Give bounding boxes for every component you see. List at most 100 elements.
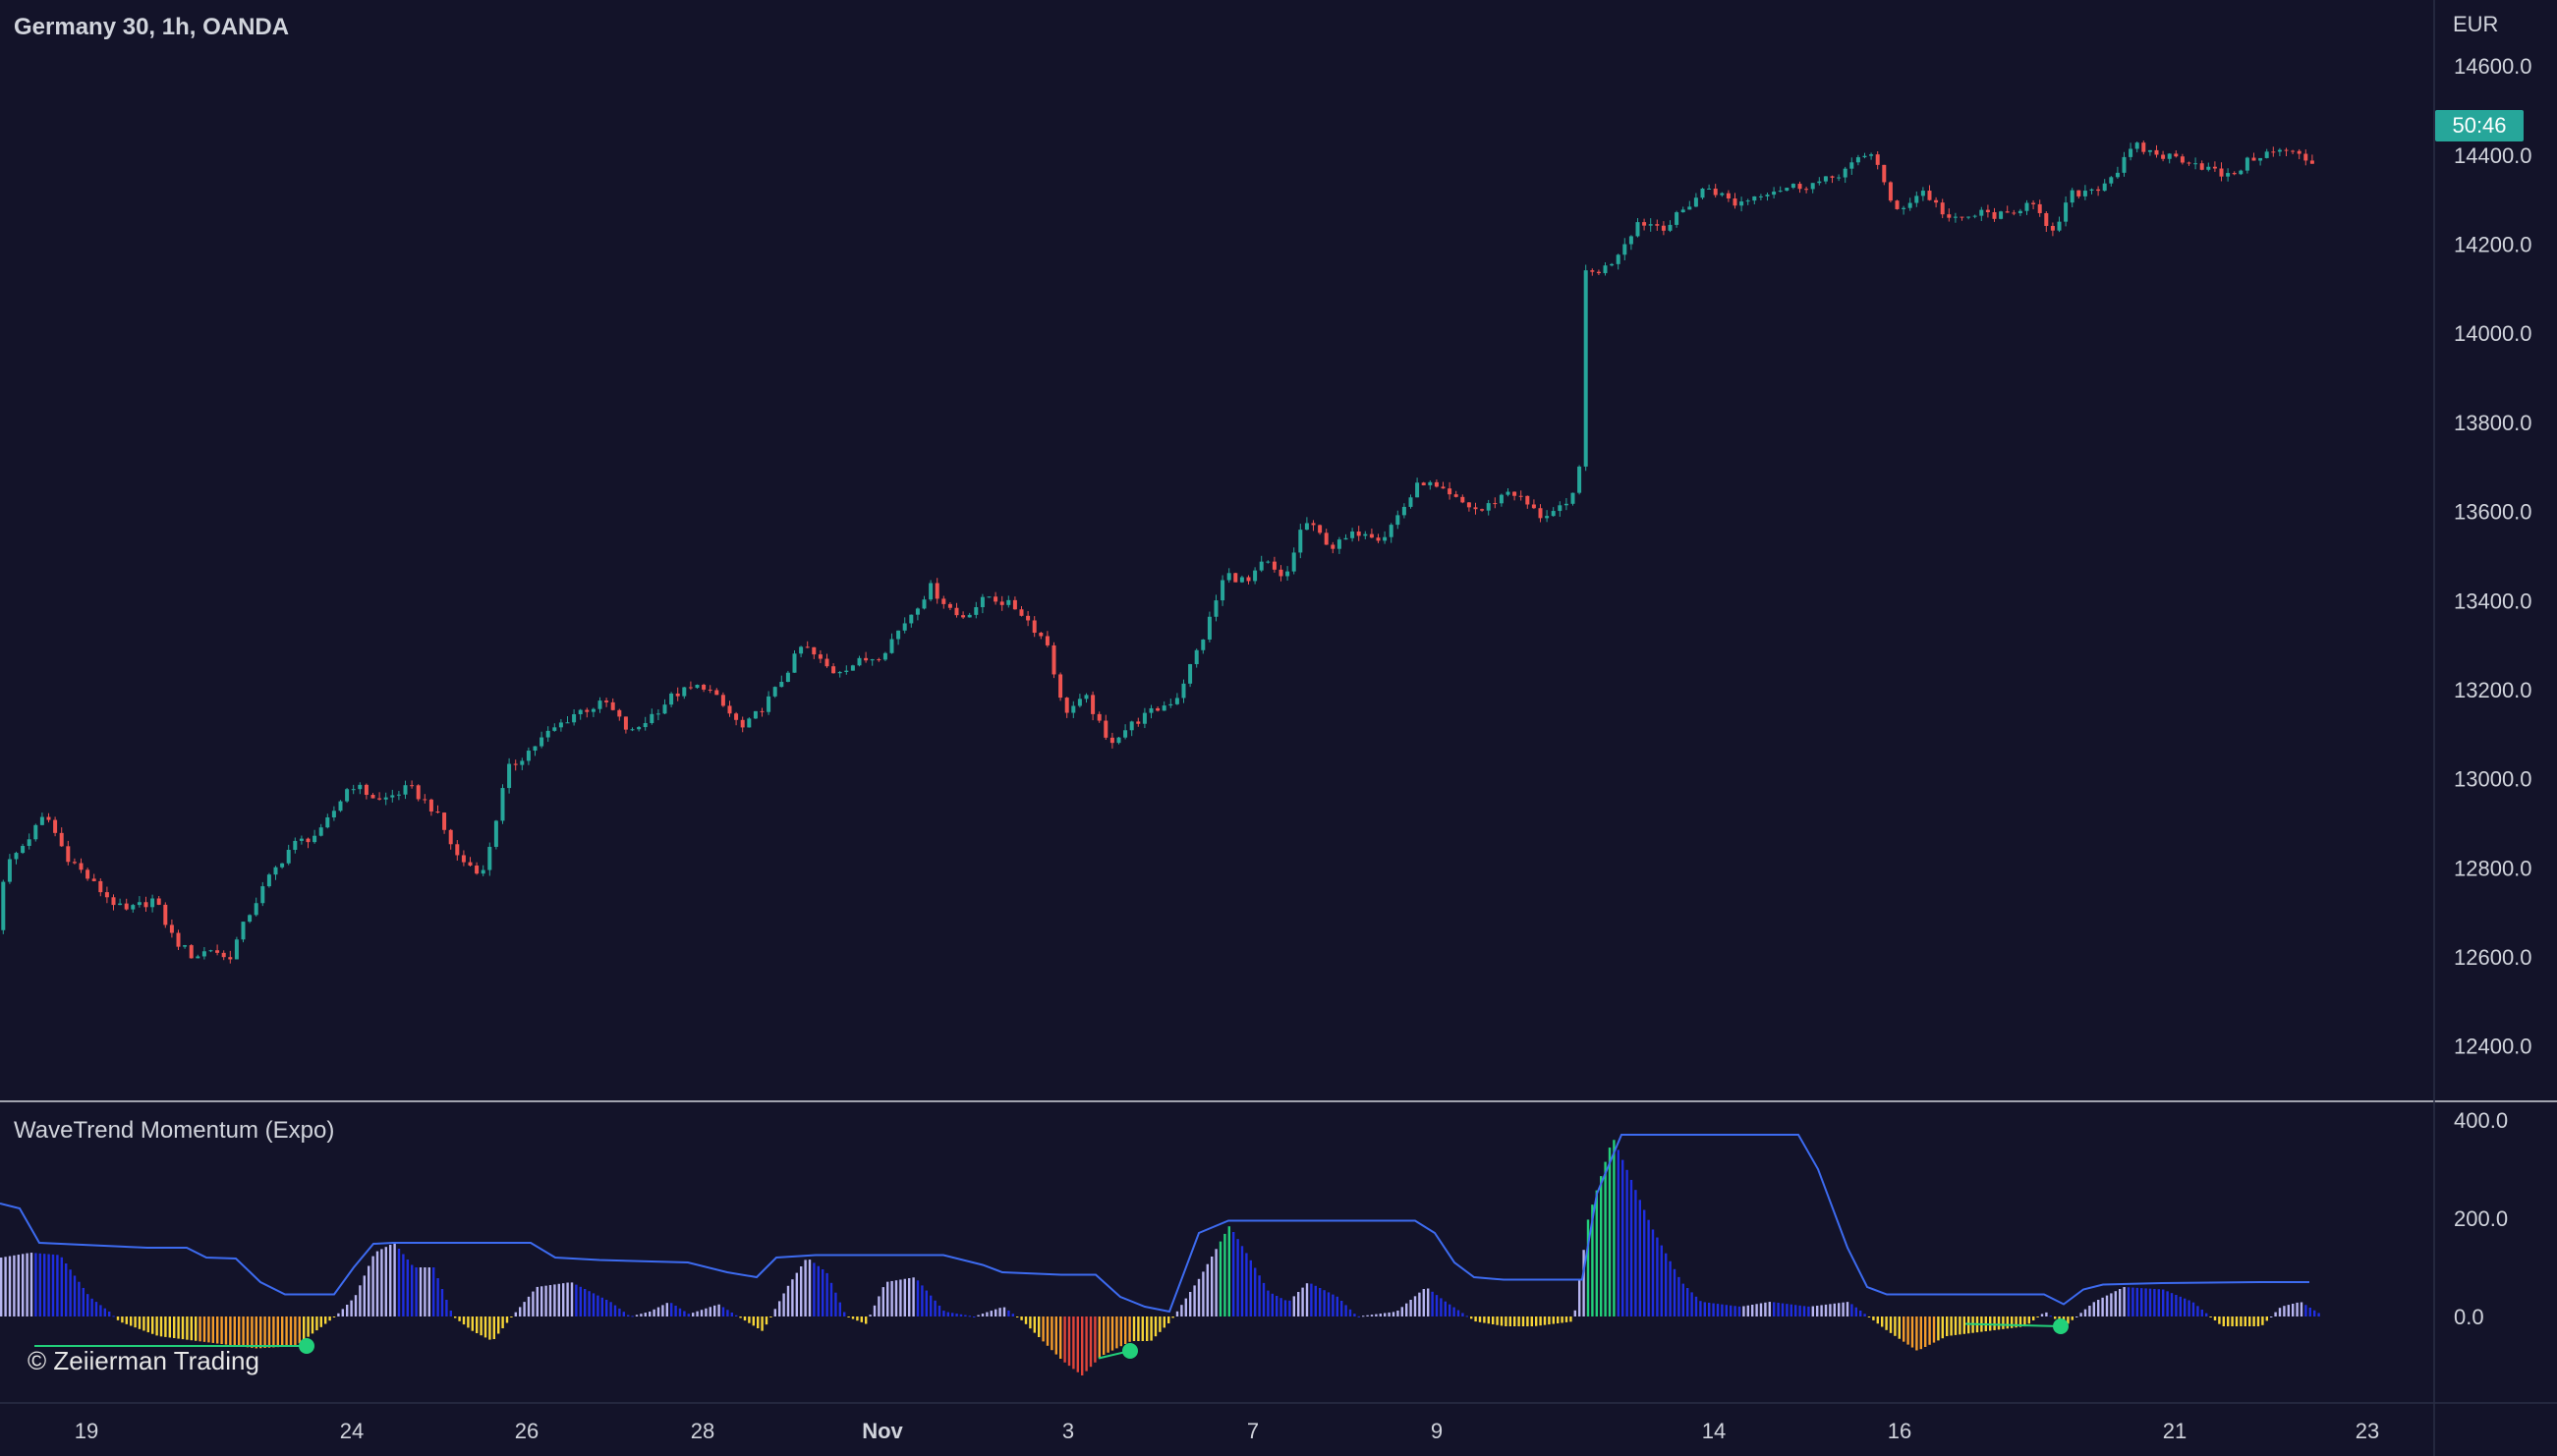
candle-body (189, 945, 194, 959)
histogram-bar (1029, 1316, 1032, 1329)
histogram-bar (1751, 1305, 1754, 1316)
candle-body (864, 657, 869, 661)
candle-body (2284, 149, 2289, 151)
histogram-bar (851, 1316, 855, 1319)
histogram-bar (2040, 1314, 2044, 1316)
histogram-bar (748, 1316, 751, 1323)
histogram-bar (1894, 1316, 1897, 1336)
candle-body (650, 713, 654, 723)
candle-body (403, 785, 408, 795)
histogram-bar (584, 1289, 587, 1316)
candle-body (831, 666, 836, 674)
histogram-bar (2278, 1308, 2282, 1316)
histogram-bar (743, 1316, 747, 1321)
histogram-bar (263, 1316, 266, 1348)
candle-body (1862, 155, 1867, 158)
histogram-bar (713, 1305, 716, 1316)
candle-body (1201, 639, 1206, 650)
candle-body (2082, 191, 2087, 196)
histogram-bar (527, 1296, 531, 1316)
histogram-bar (1449, 1304, 1451, 1316)
histogram-bar (2300, 1302, 2303, 1316)
histogram-bar (804, 1260, 807, 1316)
histogram-bar (786, 1285, 790, 1316)
candle-body (1097, 713, 1102, 721)
histogram-bar (242, 1316, 245, 1347)
candle-body (1616, 254, 1620, 264)
histogram-bar (730, 1313, 733, 1316)
histogram-bar (2283, 1306, 2286, 1316)
candle-body (85, 869, 90, 879)
divergence-markers (34, 1318, 2069, 1360)
histogram-bar (1505, 1316, 1507, 1326)
candle-body (799, 646, 804, 654)
histogram-bar (1924, 1316, 1927, 1347)
candle-body (714, 690, 719, 696)
histogram-bar (332, 1316, 336, 1317)
histogram-bar (1137, 1316, 1140, 1341)
candle-body (837, 671, 842, 674)
candle-body (760, 710, 765, 712)
candle-body (1064, 698, 1069, 713)
histogram-bar (2075, 1316, 2078, 1317)
histogram-bar (916, 1280, 920, 1316)
candle-body (1460, 496, 1465, 503)
candle-body (1156, 707, 1161, 711)
candle-body (1713, 188, 1718, 196)
histogram-bar (782, 1293, 785, 1316)
price-axis[interactable]: 14600.0 14400.0 14200.0 14000.0 13800.0 13600… (2454, 54, 2532, 1058)
indicator-title[interactable]: WaveTrend Momentum (Expo) (14, 1117, 335, 1144)
candle-body (740, 719, 745, 728)
candle-body (1960, 216, 1964, 218)
candle-body (727, 705, 732, 714)
histogram-bar (186, 1316, 189, 1340)
histogram-bar (207, 1316, 210, 1343)
histogram-bar (838, 1302, 841, 1316)
histogram-bar (1802, 1306, 1806, 1316)
histogram-bar (1543, 1316, 1547, 1325)
candle-body (27, 839, 31, 847)
candle-body (2044, 212, 2049, 226)
histogram-bar (890, 1280, 893, 1316)
histogram-bar (1063, 1316, 1066, 1363)
candle-body (1091, 695, 1096, 714)
histogram-bar (2002, 1316, 2005, 1329)
histogram-bar (674, 1306, 677, 1316)
candle-body (623, 716, 628, 730)
candle-body (941, 598, 946, 604)
candle-body (1006, 599, 1011, 605)
histogram-bar (1310, 1283, 1313, 1316)
time-axis[interactable]: 19 24 26 28 Nov 3 7 9 14 16 21 23 (75, 1419, 2379, 1443)
histogram-bar (661, 1305, 664, 1316)
histogram-bar (934, 1300, 937, 1316)
histogram-bar (1054, 1316, 1057, 1355)
candle-body (1914, 196, 1919, 203)
candle-body (1583, 270, 1588, 467)
candle-body (688, 687, 693, 689)
histogram-bar (1396, 1311, 1399, 1316)
candle-body (669, 693, 674, 705)
histogram-bar (211, 1316, 214, 1343)
candle-body (248, 915, 253, 923)
histogram-bar (181, 1316, 185, 1340)
candle-body (1635, 222, 1640, 237)
price-tick-label: 12800.0 (2454, 856, 2532, 880)
indicator-axis[interactable]: 400.0 200.0 0.0 (2454, 1108, 2508, 1329)
histogram-bar (510, 1316, 513, 1317)
histogram-bar (1517, 1316, 1520, 1326)
candle-body (1920, 191, 1925, 196)
histogram-bar (1150, 1316, 1153, 1341)
candle-body (1162, 705, 1166, 711)
histogram-bar (1573, 1310, 1576, 1316)
histogram-bar (1660, 1245, 1663, 1316)
candle-body (313, 835, 317, 843)
symbol-title[interactable]: Germany 30, 1h, OANDA (14, 14, 290, 40)
histogram-bar (1578, 1280, 1581, 1316)
histogram-bar (1297, 1292, 1300, 1316)
histogram-bar (1405, 1303, 1408, 1316)
histogram-bar (1790, 1304, 1792, 1316)
histogram-bar (94, 1302, 98, 1316)
candle-body (1563, 503, 1568, 506)
histogram-bar (8, 1256, 12, 1316)
